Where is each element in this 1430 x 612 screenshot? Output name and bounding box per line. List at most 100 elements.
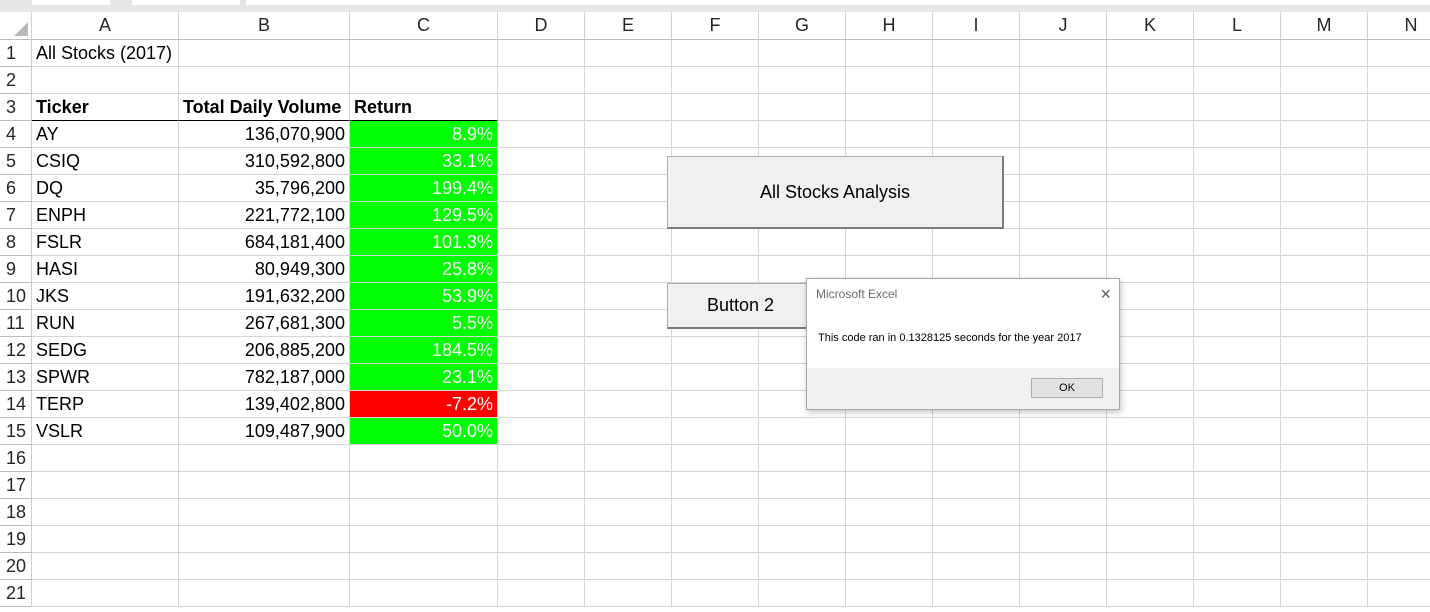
ticker-cell[interactable]: VSLR [32,418,179,445]
cell-j15[interactable] [1020,418,1107,445]
cell-l8[interactable] [1194,229,1281,256]
cell-i3[interactable] [933,94,1020,121]
cell-g8[interactable] [759,229,846,256]
cell-m18[interactable] [1281,499,1368,526]
button-2[interactable]: Button 2 [667,283,815,329]
return-cell[interactable]: 33.1% [350,148,498,175]
all-stocks-analysis-button[interactable]: All Stocks Analysis [667,156,1004,229]
row-header-6[interactable]: 6 [0,175,32,202]
cell-k5[interactable] [1107,148,1194,175]
cell-j16[interactable] [1020,445,1107,472]
cell-n1[interactable] [1368,40,1430,67]
cell-n18[interactable] [1368,499,1430,526]
cell-h15[interactable] [846,418,933,445]
cell-b2[interactable] [179,67,350,94]
cell-g4[interactable] [759,121,846,148]
cell-k17[interactable] [1107,472,1194,499]
cell-d19[interactable] [498,526,585,553]
volume-cell[interactable]: 267,681,300 [179,310,350,337]
cell-j2[interactable] [1020,67,1107,94]
cell-l10[interactable] [1194,283,1281,310]
row-header-2[interactable]: 2 [0,67,32,94]
cell-j17[interactable] [1020,472,1107,499]
cell-m2[interactable] [1281,67,1368,94]
cell-d8[interactable] [498,229,585,256]
cell-h19[interactable] [846,526,933,553]
cell-a21[interactable] [32,580,179,607]
cell-n9[interactable] [1368,256,1430,283]
volume-cell[interactable]: 35,796,200 [179,175,350,202]
cell-n14[interactable] [1368,391,1430,418]
cell-m15[interactable] [1281,418,1368,445]
cell-f17[interactable] [672,472,759,499]
cell-g19[interactable] [759,526,846,553]
cell-d20[interactable] [498,553,585,580]
cell-g3[interactable] [759,94,846,121]
cell-d11[interactable] [498,310,585,337]
cell-j6[interactable] [1020,175,1107,202]
cell-k9[interactable] [1107,256,1194,283]
cell-e12[interactable] [585,337,672,364]
cell-n5[interactable] [1368,148,1430,175]
cell-e20[interactable] [585,553,672,580]
cell-g1[interactable] [759,40,846,67]
return-cell[interactable]: 184.5% [350,337,498,364]
cell-a18[interactable] [32,499,179,526]
cell-m10[interactable] [1281,283,1368,310]
cell-j18[interactable] [1020,499,1107,526]
cell-e1[interactable] [585,40,672,67]
cell-b18[interactable] [179,499,350,526]
ticker-cell[interactable]: RUN [32,310,179,337]
row-header-5[interactable]: 5 [0,148,32,175]
cell-l11[interactable] [1194,310,1281,337]
cell-d9[interactable] [498,256,585,283]
cell-b19[interactable] [179,526,350,553]
select-all-corner[interactable] [0,12,32,40]
cell-h17[interactable] [846,472,933,499]
row-header-20[interactable]: 20 [0,553,32,580]
cell-m6[interactable] [1281,175,1368,202]
volume-cell[interactable]: 782,187,000 [179,364,350,391]
volume-cell[interactable]: 109,487,900 [179,418,350,445]
cell-k4[interactable] [1107,121,1194,148]
cell-m5[interactable] [1281,148,1368,175]
cell-f21[interactable] [672,580,759,607]
row-header-21[interactable]: 21 [0,580,32,607]
column-header-j[interactable]: J [1020,12,1107,40]
cell-h2[interactable] [846,67,933,94]
volume-cell[interactable]: 80,949,300 [179,256,350,283]
return-cell[interactable]: 5.5% [350,310,498,337]
cell-e17[interactable] [585,472,672,499]
cell-c16[interactable] [350,445,498,472]
cell-h16[interactable] [846,445,933,472]
cell-m12[interactable] [1281,337,1368,364]
column-header-c[interactable]: C [350,12,498,40]
cell-e14[interactable] [585,391,672,418]
cell-f14[interactable] [672,391,759,418]
cell-k12[interactable] [1107,337,1194,364]
cell-j20[interactable] [1020,553,1107,580]
cell-k16[interactable] [1107,445,1194,472]
row-header-1[interactable]: 1 [0,40,32,67]
cell-c2[interactable] [350,67,498,94]
volume-cell[interactable]: 310,592,800 [179,148,350,175]
return-cell[interactable]: 23.1% [350,364,498,391]
cell-j8[interactable] [1020,229,1107,256]
cell-k18[interactable] [1107,499,1194,526]
column-header-e[interactable]: E [585,12,672,40]
ticker-cell[interactable]: CSIQ [32,148,179,175]
cell-n10[interactable] [1368,283,1430,310]
cell-n7[interactable] [1368,202,1430,229]
cell-k3[interactable] [1107,94,1194,121]
cell-i2[interactable] [933,67,1020,94]
cell-g2[interactable] [759,67,846,94]
cell-f20[interactable] [672,553,759,580]
cell-h21[interactable] [846,580,933,607]
cell-a16[interactable] [32,445,179,472]
cell-h1[interactable] [846,40,933,67]
cell-a17[interactable] [32,472,179,499]
cell-d1[interactable] [498,40,585,67]
cell-l4[interactable] [1194,121,1281,148]
cell-e11[interactable] [585,310,672,337]
cell-h8[interactable] [846,229,933,256]
